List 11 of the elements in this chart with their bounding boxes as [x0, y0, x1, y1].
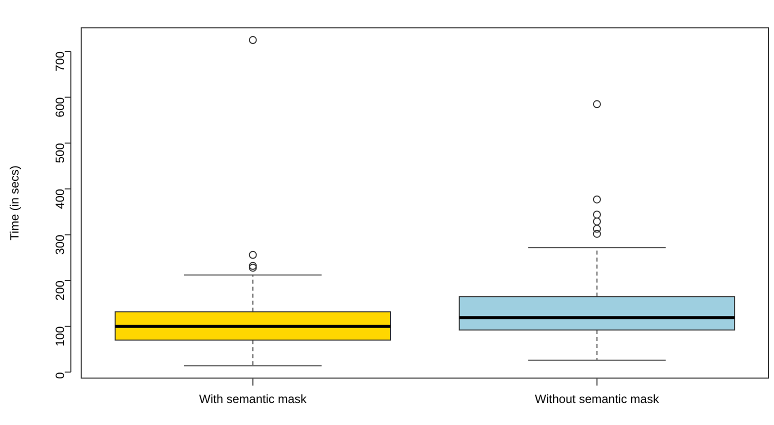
y-tick-label: 200 — [53, 280, 68, 301]
y-tick-label: 700 — [53, 51, 68, 72]
y-tick-label: 400 — [53, 188, 68, 209]
y-tick-label: 0 — [53, 372, 68, 379]
x-tick-label: With semantic mask — [199, 392, 308, 406]
y-tick-label: 100 — [53, 326, 68, 346]
y-axis-title: Time (in secs) — [8, 165, 22, 240]
y-tick-label: 600 — [53, 96, 68, 118]
y-tick-label: 300 — [53, 234, 68, 255]
y-tick-label: 500 — [53, 142, 68, 164]
x-tick-label: Without semantic mask — [534, 392, 660, 406]
